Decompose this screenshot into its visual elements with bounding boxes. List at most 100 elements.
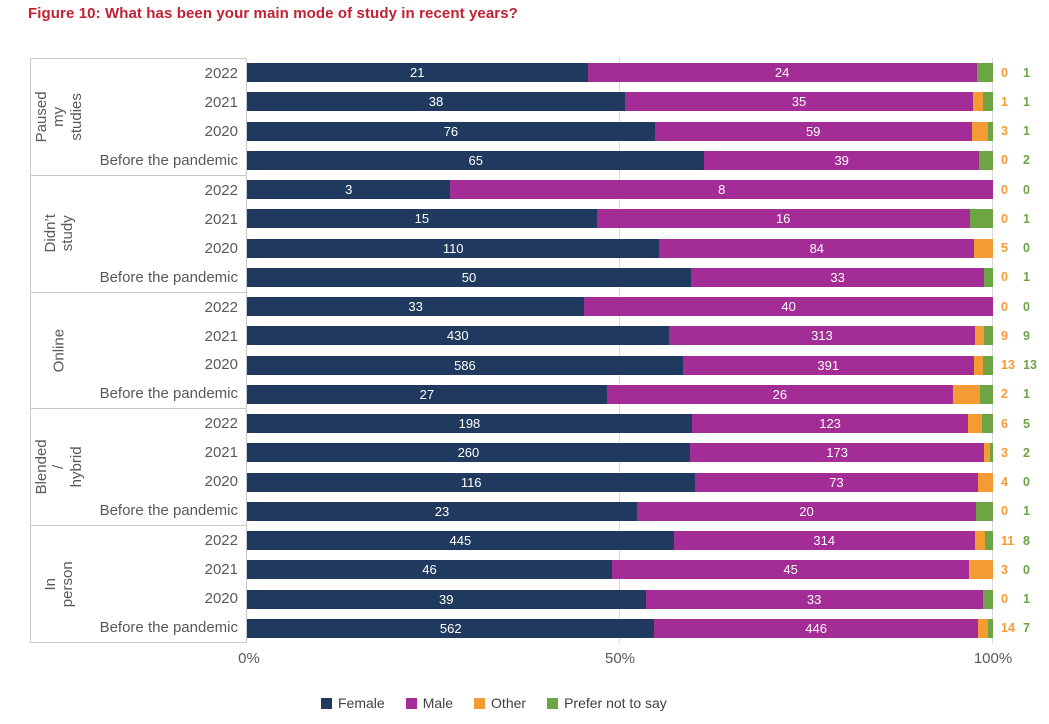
bar-segment-female: 39 [247,589,646,609]
bar-segment-female: 586 [247,355,683,375]
x-axis-tick-0: 0% [238,650,260,667]
bar-segment-male: 314 [673,531,975,551]
outside-value-prefer-not-to-say: 0 [1023,475,1030,490]
outside-value-prefer-not-to-say: 1 [1023,592,1030,607]
segment-value-label: 116 [460,474,482,490]
segment-value-label: 59 [805,123,821,139]
legend-swatch-prefer-not-to-say [547,697,559,709]
stacked-bar: 15 16 [247,209,993,229]
legend-item-other: Other [474,695,526,711]
outside-value-prefer-not-to-say: 0 [1023,299,1030,314]
outside-value-other: 3 [1001,562,1008,577]
segment-value-label: 391 [817,357,840,373]
year-label: Before the pandemic [99,385,238,403]
segment-value-label: 33 [408,299,423,315]
bar-row: 198 123 6 5 [247,409,1030,438]
bar-segment-female: 260 [247,443,690,463]
outside-value-prefer-not-to-say: 7 [1023,621,1030,636]
segment-value-label: 73 [829,474,844,490]
category-group: In person 2022 2021 2020 Before the pandemic [31,526,246,642]
stacked-bar: 430 313 [247,326,993,346]
stacked-bar: 33 40 [247,297,993,317]
outside-value-other: 3 [1001,124,1008,139]
gridline-50pct [619,58,620,643]
bar-segment-female: 562 [247,618,655,638]
year-label: 2021 [204,327,238,345]
bar-segment-other [953,384,980,404]
bar-segment-male: 391 [682,355,974,375]
year-label: 2021 [204,210,238,228]
bar-row: 33 40 0 0 [247,292,1030,321]
bar-segment-prefer-not-to-say [987,618,993,638]
bar-segment-prefer-not-to-say [978,150,993,170]
segment-value-label: 38 [428,94,444,110]
segment-value-label: 23 [434,503,450,519]
group-label: Paused my studies [33,91,85,143]
bar-row: 15 16 0 1 [247,204,1030,233]
legend-swatch-other [474,697,486,709]
figure-title: Figure 10: What has been your main mode … [28,5,518,22]
segment-value-label: 65 [468,152,483,168]
bar-row: 21 24 0 1 [247,58,1030,87]
group-label-cell: Blended / hybrid [31,409,87,525]
segment-value-label: 39 [834,152,849,168]
segment-value-label: 313 [811,328,833,344]
bar-segment-male: 45 [612,560,970,580]
group-label: Online [50,328,68,373]
outside-value-other: 1 [1001,94,1008,109]
stacked-bar: 23 20 [247,501,993,521]
plot-group: 445 314 11 8 46 45 3 0 39 33 0 1 562 446 14 7 [247,526,1030,643]
bar-segment-prefer-not-to-say [989,443,993,463]
segment-value-label: 46 [422,562,437,578]
outside-value-other: 0 [1001,299,1008,314]
bar-segment-prefer-not-to-say [969,209,993,229]
year-labels: 2022 2021 2020 Before the pandemic [87,526,246,642]
group-label: Blended / hybrid [33,439,85,495]
segment-value-label: 50 [461,269,477,285]
legend-label: Other [491,695,527,711]
segment-value-label: 39 [439,591,454,607]
outside-value-prefer-not-to-say: 1 [1023,270,1030,285]
stacked-bar: 39 33 [247,589,993,609]
segment-value-label: 430 [446,328,469,344]
gridline-100pct [992,58,993,643]
bar-segment-male: 33 [691,267,985,287]
bar-segment-other [974,531,986,551]
stacked-bar: 110 84 [247,238,993,258]
bar-row: 76 59 3 1 [247,117,1030,146]
segment-value-label: 76 [443,123,459,139]
bar-segment-female: 116 [247,472,696,492]
outside-value-other: 0 [1001,270,1008,285]
segment-value-label: 3 [345,182,353,198]
outside-value-prefer-not-to-say: 5 [1023,416,1030,431]
outside-value-other: 2 [1001,387,1008,402]
bar-segment-male: 313 [668,326,976,346]
segment-value-label: 314 [813,533,836,549]
bar-segment-prefer-not-to-say [979,384,993,404]
bar-segment-male: 84 [659,238,975,258]
bar-segment-male: 33 [645,589,983,609]
year-label: 2022 [204,532,238,550]
year-label: Before the pandemic [99,268,238,286]
segment-value-label: 562 [439,620,462,636]
outside-value-other: 11 [1001,533,1015,548]
year-labels: 2022 2021 2020 Before the pandemic [87,176,246,292]
outside-value-prefer-not-to-say: 2 [1023,445,1030,460]
outside-value-prefer-not-to-say: 1 [1023,94,1030,109]
segment-value-label: 84 [809,240,825,256]
plot-area: 21 24 0 1 38 35 1 1 76 59 3 1 65 39 0 2 3 8 0 0 15 16 0 1 110 84 5… [247,58,1037,643]
bar-row: 445 314 11 8 [247,526,1030,555]
outside-value-prefer-not-to-say: 0 [1023,241,1030,256]
bar-segment-female: 110 [247,238,660,258]
bar-segment-female: 3 [247,180,451,200]
year-label: 2020 [204,122,238,140]
bar-segment-male: 446 [654,618,978,638]
legend-label: Male [422,695,454,711]
segment-value-label: 27 [419,386,435,402]
segment-value-label: 21 [410,65,425,81]
segment-value-label: 15 [414,211,430,227]
plot-group: 3 8 0 0 15 16 0 1 110 84 5 0 50 33 0 1 [247,175,1030,292]
bar-segment-male: 40 [584,297,993,317]
year-labels: 2022 2021 2020 Before the pandemic [87,409,246,525]
